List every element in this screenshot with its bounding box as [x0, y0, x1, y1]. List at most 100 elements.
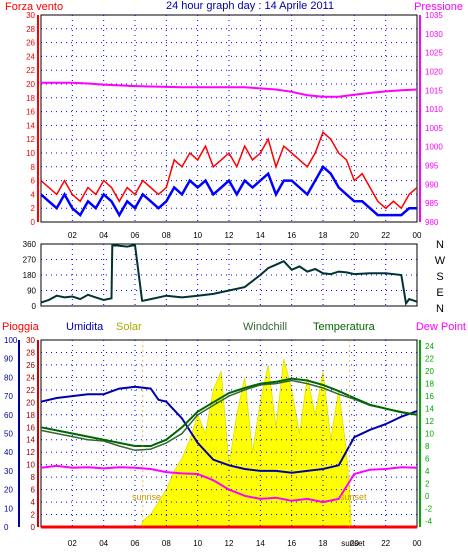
wind-tick-label: 14	[26, 121, 35, 130]
temp-left-tick-label: 28	[26, 348, 35, 357]
time-tick-label: 02	[68, 231, 77, 240]
humidity-tick-label: 20	[4, 486, 13, 495]
wind-tick-label: 6	[31, 177, 36, 186]
temp-left-tick-label: 12	[26, 448, 35, 457]
time-tick-label: 04	[99, 231, 108, 240]
compass-label: S	[436, 271, 443, 283]
legend-dewpoint: Dew Point	[416, 321, 466, 333]
temp-right-tick-label: 16	[425, 392, 434, 401]
wind-tick-label: 28	[26, 25, 35, 34]
wind-tick-label: 30	[26, 11, 35, 20]
pressure-tick-label: 1030	[425, 30, 443, 39]
direction-tick-label: 270	[23, 256, 37, 265]
temp-right-tick-label: 2	[425, 479, 430, 488]
humidity-tick-label: 100	[4, 336, 18, 345]
temp-right-tick-label: 10	[425, 430, 434, 439]
direction-tick-label: 180	[23, 271, 37, 280]
compass-label: E	[436, 287, 443, 299]
time-tick-label: 14	[256, 231, 265, 240]
temp-left-tick-label: 30	[26, 336, 35, 345]
humidity-tick-label: 50	[4, 430, 13, 439]
time-tick-label: 00	[413, 231, 422, 240]
time-tick-label: 08	[162, 539, 171, 548]
temp-left-tick-label: 0	[31, 523, 36, 532]
temp-right-tick-label: 24	[425, 342, 434, 351]
humidity-tick-label: 40	[4, 448, 13, 457]
legend-windchill: Windchill	[243, 321, 287, 333]
pressure-axis-title: Pressione	[414, 1, 463, 13]
temp-left-tick-label: 22	[26, 386, 35, 395]
temp-left-tick-label: 4	[31, 498, 36, 507]
pressure-tick-label: 1035	[425, 11, 443, 20]
humidity-tick-label: 60	[4, 411, 13, 420]
wind-tick-label: 24	[26, 52, 35, 61]
compass-label: N	[436, 303, 444, 315]
humidity-tick-label: 10	[4, 504, 13, 513]
wind-tick-label: 16	[26, 108, 35, 117]
pressure-tick-label: 1010	[425, 105, 443, 114]
pressure-tick-label: 1015	[425, 86, 443, 95]
humidity-tick-label: 70	[4, 392, 13, 401]
temp-left-tick-label: 20	[26, 398, 35, 407]
time-tick-label: 20	[350, 231, 359, 240]
temp-left-tick-label: 14	[26, 436, 35, 445]
humidity-tick-label: 90	[4, 355, 13, 364]
time-tick-label: 12	[225, 539, 234, 548]
direction-tick-label: 0	[32, 302, 37, 311]
pressure-tick-label: 985	[425, 199, 439, 208]
wind-tick-label: 18	[26, 94, 35, 103]
temp-right-tick-label: 0	[425, 492, 430, 501]
humidity-tick-label: 30	[4, 467, 13, 476]
temp-left-tick-label: 18	[26, 411, 35, 420]
time-tick-label: 12	[225, 231, 234, 240]
pressure-tick-label: 995	[425, 162, 439, 171]
time-tick-label: 22	[381, 539, 390, 548]
humidity-tick-label: 80	[4, 373, 13, 382]
wind-tick-label: 4	[31, 190, 36, 199]
series-wind-direction	[40, 243, 418, 306]
direction-tick-label: 360	[23, 240, 37, 249]
wind-tick-label: 12	[26, 135, 35, 144]
wind-tick-label: 8	[31, 163, 36, 172]
temperature-humidity-panel: 1009080706050403020100302826242220181614…	[4, 336, 434, 548]
series-wind-gust	[40, 131, 418, 210]
pressure-tick-label: 1000	[425, 143, 443, 152]
temp-left-tick-label: 10	[26, 461, 35, 470]
sunset-axis-label: sunset	[341, 539, 365, 548]
wind-axis-title: Forza vento	[5, 1, 63, 13]
temp-left-tick-label: 6	[31, 486, 36, 495]
wind-tick-label: 20	[26, 80, 35, 89]
temp-right-tick-label: 18	[425, 380, 434, 389]
direction-tick-label: 90	[27, 287, 36, 296]
wind-tick-label: 10	[26, 149, 35, 158]
temp-right-tick-label: 8	[425, 442, 430, 451]
temp-left-tick-label: 2	[31, 511, 36, 520]
series-windchill	[40, 379, 418, 452]
time-tick-label: 16	[287, 539, 296, 548]
pressure-tick-label: 990	[425, 180, 439, 189]
temp-right-tick-label: 4	[425, 467, 430, 476]
time-tick-label: 14	[256, 539, 265, 548]
time-tick-label: 08	[162, 231, 171, 240]
temp-right-tick-label: 14	[425, 405, 434, 414]
wind-tick-label: 22	[26, 66, 35, 75]
temp-right-tick-label: 22	[425, 355, 434, 364]
time-tick-label: 22	[381, 231, 390, 240]
time-tick-label: 02	[68, 539, 77, 548]
temp-left-tick-label: 24	[26, 373, 35, 382]
time-tick-label: 16	[287, 231, 296, 240]
temp-left-tick-label: 26	[26, 361, 35, 370]
legend-rain: Pioggia	[2, 321, 40, 333]
sunset-label: sunset	[340, 492, 367, 502]
legend-temperature: Temperatura	[313, 321, 376, 333]
temp-right-tick-label: -4	[425, 517, 433, 526]
temp-left-tick-label: 16	[26, 423, 35, 432]
legend-solar: Solar	[116, 321, 142, 333]
chart-title: 24 hour graph day : 14 Aprile 2011	[166, 0, 334, 12]
compass-label: N	[436, 239, 444, 251]
time-tick-label: 18	[319, 539, 328, 548]
wind-pressure-panel: 3028262422201816141210864201035103010251…	[26, 11, 443, 240]
time-tick-label: 04	[99, 539, 108, 548]
